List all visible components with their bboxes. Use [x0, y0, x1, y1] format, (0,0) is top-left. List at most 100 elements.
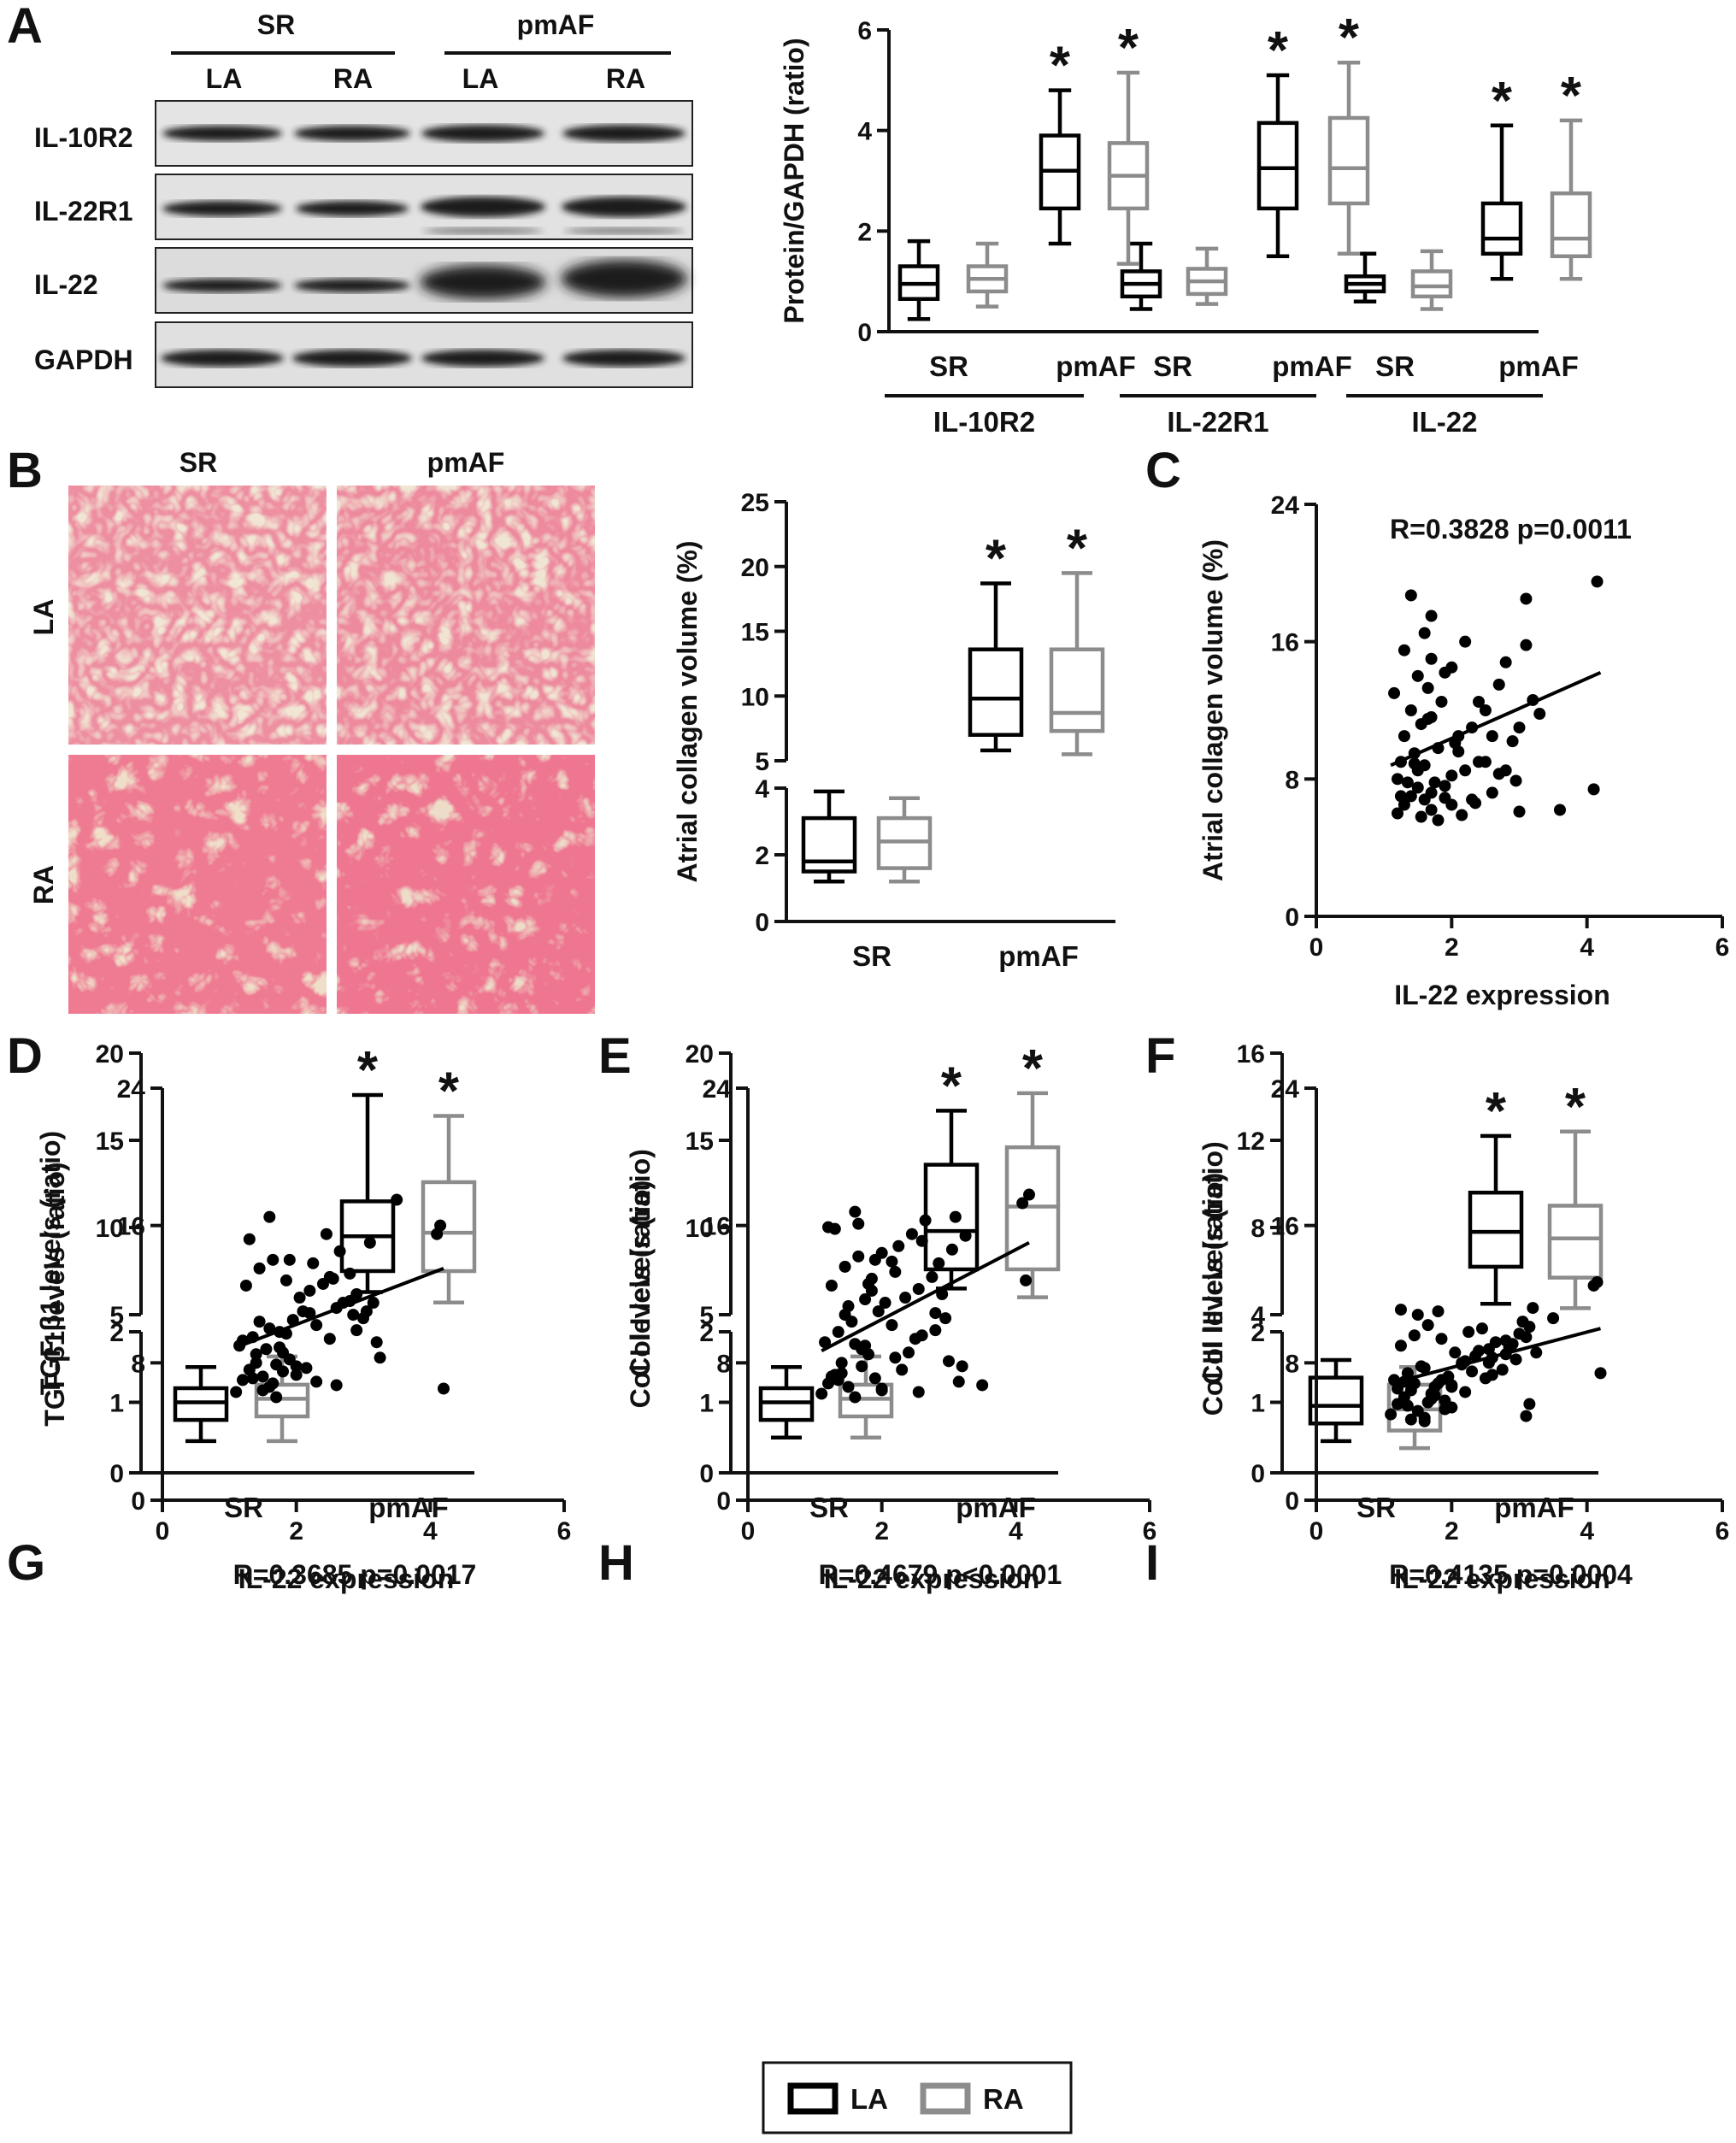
scatter-point [1475, 1322, 1488, 1335]
y-tick-label: 12 [1237, 1127, 1265, 1156]
scatter-point [949, 1210, 962, 1223]
scatter-point [825, 1279, 838, 1292]
box-body [1308, 1375, 1364, 1426]
scatter-point [1520, 1410, 1533, 1422]
scatter-point [899, 1292, 912, 1304]
y-tick-label: 20 [96, 1040, 124, 1069]
scatter-point [1527, 1302, 1539, 1315]
scatter-point [1523, 1321, 1536, 1333]
y-axis-title: Protein/GAPDH (ratio) [779, 38, 809, 323]
y-tick-label: 20 [741, 554, 769, 582]
chart-panel-e: 0 1 25 10 15 20 * * SR pmAF Col I levels (ratio) [625, 1039, 1061, 1523]
x-tick-label: 4 [1580, 1517, 1594, 1545]
scatter-point [330, 1379, 343, 1392]
regression-line [235, 1267, 444, 1350]
scatter-point [868, 1372, 881, 1385]
histology-images: SR pmAF LA RA [28, 447, 595, 1014]
blot-band [421, 197, 545, 217]
scatter-point [1418, 1362, 1431, 1375]
histology-column-sr: SR [179, 447, 217, 478]
scatter-point [1401, 776, 1414, 789]
x-category-label: pmAF [1272, 350, 1352, 382]
scatter-point [1523, 1398, 1536, 1410]
y-tick-label: 2 [857, 218, 872, 246]
box-body [1410, 269, 1453, 299]
scatter-point [1392, 773, 1404, 786]
blot-bands [161, 125, 687, 367]
y-tick-label: 10 [686, 1215, 714, 1243]
scatter-point [1385, 1408, 1398, 1421]
scatter-point [875, 1246, 888, 1259]
box-body [968, 647, 1024, 737]
y-tick-label: 24 [703, 1075, 732, 1104]
blot-row-label: GAPDH [34, 344, 133, 375]
blot-group-sr-label: SR [257, 9, 295, 40]
blot-band [561, 260, 687, 297]
panel-letter-c: C [1145, 443, 1181, 498]
scatter-point [270, 1358, 283, 1371]
y-tick-label: 4 [857, 118, 872, 146]
x-category-label: pmAF [368, 1492, 449, 1523]
x-axis-title: IL-22 expression [1394, 980, 1610, 1010]
scatter-point [290, 1369, 303, 1381]
scatter-point [1432, 1305, 1445, 1318]
scatter-point [253, 1262, 266, 1275]
legend-label-la: LA [850, 2083, 888, 2115]
y-axis-title: Col I levels (ratio) [625, 1180, 656, 1409]
blot-band [292, 350, 412, 367]
correlation-annotation: R=0.3828 p=0.0011 [1390, 514, 1632, 545]
scatter-point [1499, 656, 1512, 668]
western-blot: SR pmAF LA RA LA RA IL-10R2 IL-22R1 IL-2… [34, 9, 693, 388]
x-tick-label: 0 [1309, 933, 1324, 962]
scatter-point [1418, 759, 1431, 772]
blot-band [421, 350, 544, 367]
scatter-point [434, 1219, 447, 1232]
x-category-label: pmAF [1494, 1492, 1574, 1523]
scatter-point [239, 1279, 252, 1292]
scatter-point [363, 1236, 376, 1249]
scatter-point [1425, 804, 1438, 816]
scatter-point [832, 1326, 844, 1339]
blot-row-label: IL-10R2 [34, 122, 133, 153]
scatter-point [303, 1307, 316, 1320]
scatter-point [1404, 790, 1417, 803]
scatter-point [1418, 1415, 1431, 1428]
y-tick-label: 25 [741, 489, 769, 517]
group-label: IL-22 [1411, 406, 1477, 438]
y-tick-label: 0 [755, 909, 769, 937]
scatter-point [250, 1357, 262, 1369]
scatter-point [1404, 589, 1417, 602]
y-tick-label: 5 [755, 748, 769, 776]
x-category-label: pmAF [1056, 350, 1136, 382]
x-category-label: SR [1153, 350, 1192, 382]
y-axis-title: TGF-β1 levels (ratio) [39, 1162, 70, 1426]
blot-band [161, 350, 284, 367]
scatter-point [1398, 730, 1410, 743]
blot-band [562, 197, 686, 217]
scatter-point [307, 1257, 320, 1269]
y-tick-label: 16 [1271, 1213, 1299, 1241]
scatter-point [939, 1312, 952, 1325]
scatter-point [815, 1387, 828, 1400]
scatter-point [892, 1239, 905, 1252]
scatter-point [886, 1319, 898, 1332]
y-tick-label: 2 [109, 1319, 124, 1347]
scatter-point [849, 1205, 862, 1218]
y-tick-label: 1 [699, 1390, 714, 1418]
scatter-point [1392, 1382, 1404, 1395]
scatter-point [1421, 681, 1434, 694]
y-tick-label: 1 [1251, 1390, 1265, 1418]
scatter-point [310, 1319, 323, 1332]
y-tick-label: 2 [755, 842, 769, 870]
scatter-point [438, 1382, 450, 1395]
x-axis-title: IL-22 expression [824, 1563, 1040, 1594]
y-tick-label: 20 [686, 1040, 714, 1069]
x-axis-title: IL-22 expression [238, 1563, 455, 1594]
scatter-point [1408, 1329, 1421, 1342]
y-axis-title: TGF-β1 levels (ratio) [35, 1131, 66, 1395]
x-tick-label: 0 [1309, 1517, 1324, 1545]
scatter-point [929, 1324, 942, 1337]
